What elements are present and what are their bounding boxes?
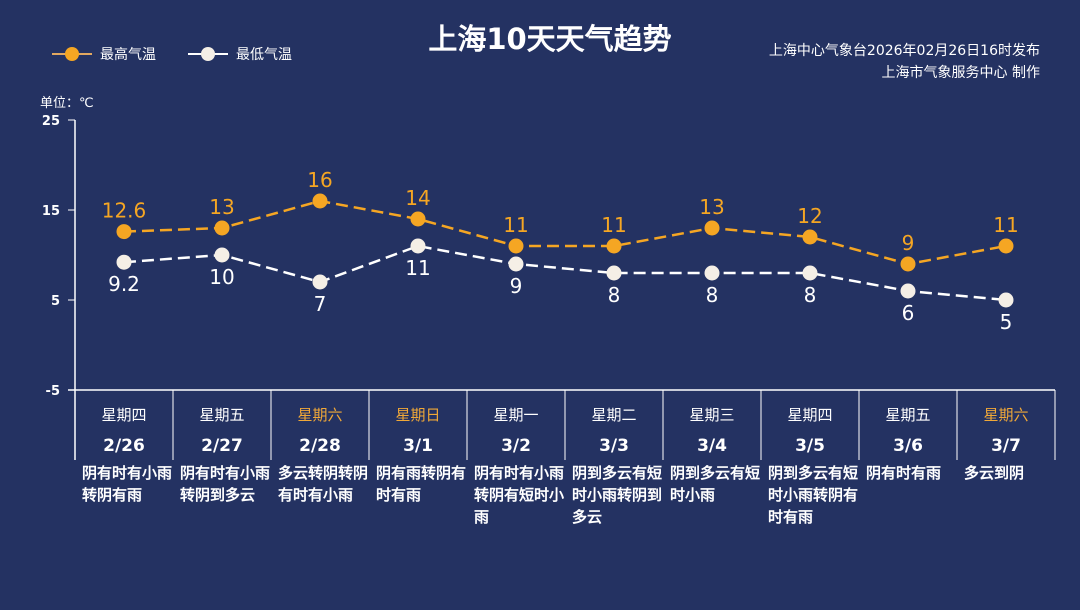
date-label: 3/3	[599, 436, 629, 456]
weekday-label: 星期四	[101, 406, 146, 424]
data-point	[410, 211, 426, 227]
weather-description: 阴有雨转阴有时有雨	[376, 464, 467, 504]
date-label: 3/7	[991, 436, 1021, 456]
data-point	[606, 265, 622, 281]
legend-high-marker	[52, 47, 92, 61]
data-point	[214, 220, 230, 236]
date-label: 2/27	[201, 436, 243, 456]
y-tick-label: -5	[46, 384, 60, 399]
data-point	[116, 224, 132, 240]
data-point	[802, 229, 818, 245]
data-label: 9	[902, 231, 915, 255]
data-label: 16	[307, 168, 332, 192]
data-label: 12	[797, 204, 822, 228]
data-point	[116, 254, 132, 270]
data-point	[802, 265, 818, 281]
weather-description: 阴到多云有短时小雨转阴到多云	[572, 464, 663, 526]
data-point	[508, 238, 524, 254]
source-line-2: 上海市气象服务中心 制作	[881, 65, 1040, 81]
weather-description: 阴有时有小雨转阴有雨	[82, 464, 173, 504]
data-label: 10	[209, 265, 234, 289]
data-label: 8	[608, 283, 621, 307]
y-tick-label: 25	[42, 114, 60, 129]
weekday-label: 星期六	[297, 406, 342, 424]
date-label: 3/1	[403, 436, 433, 456]
y-tick-label: 15	[42, 204, 60, 219]
legend-low-label: 最低气温	[236, 47, 292, 63]
legend: 最高气温 最低气温	[52, 44, 292, 64]
weather-description: 多云到阴	[964, 464, 1025, 482]
weather-description: 阴到多云有短时小雨转阴有时有雨	[768, 464, 859, 526]
weekday-label: 星期五	[199, 406, 244, 424]
data-label: 6	[902, 301, 915, 325]
data-label: 11	[601, 213, 626, 237]
data-label: 8	[706, 283, 719, 307]
series-line-low	[123, 244, 1007, 302]
weather-description: 阴有时有雨	[866, 464, 942, 482]
date-label: 2/26	[103, 436, 145, 456]
data-label: 9.2	[108, 272, 140, 296]
data-label: 11	[503, 213, 528, 237]
data-label: 9	[510, 274, 523, 298]
weather-description: 阴到多云有短时小雨	[670, 464, 761, 504]
chart-title: 上海10天天气趋势	[428, 22, 672, 56]
data-point	[312, 193, 328, 209]
date-label: 3/2	[501, 436, 531, 456]
data-label: 13	[699, 195, 724, 219]
weekday-label: 星期六	[983, 406, 1028, 424]
date-label: 3/6	[893, 436, 923, 456]
data-label: 5	[1000, 310, 1013, 334]
weekday-label: 星期三	[689, 406, 734, 424]
data-point	[312, 274, 328, 290]
unit-label: 单位：℃	[40, 96, 94, 111]
data-point	[214, 247, 230, 263]
data-label: 13	[209, 195, 234, 219]
weather-description: 多云转阴转阴有时有小雨	[278, 464, 369, 504]
data-label: 11	[405, 256, 430, 280]
weekday-label: 星期一	[493, 406, 538, 424]
weekday-label: 星期四	[787, 406, 832, 424]
data-point	[410, 238, 426, 254]
data-point	[998, 292, 1014, 308]
source-info: 上海中心气象台2026年02月26日16时发布 上海市气象服务中心 制作	[769, 40, 1040, 84]
data-label: 7	[314, 292, 327, 316]
data-label: 12.6	[102, 199, 147, 223]
data-label: 8	[804, 283, 817, 307]
data-point	[900, 283, 916, 299]
data-point	[900, 256, 916, 272]
weather-description: 阴有时有小雨转阴到多云	[180, 464, 271, 504]
y-tick-label: 5	[51, 294, 60, 309]
date-label: 3/4	[697, 436, 727, 456]
legend-low-marker	[188, 47, 228, 61]
weekday-label: 星期五	[885, 406, 930, 424]
data-label: 14	[405, 186, 430, 210]
data-label: 11	[993, 213, 1018, 237]
data-point	[508, 256, 524, 272]
weekday-label: 星期日	[395, 406, 440, 424]
weather-description: 阴有时有小雨转阴有短时小雨	[474, 464, 565, 526]
data-point	[704, 265, 720, 281]
data-point	[704, 220, 720, 236]
series-line-high	[123, 199, 1007, 266]
date-label: 2/28	[299, 436, 341, 456]
date-label: 3/5	[795, 436, 825, 456]
weekday-label: 星期二	[591, 406, 636, 424]
data-point	[998, 238, 1014, 254]
data-point	[606, 238, 622, 254]
legend-high-label: 最高气温	[100, 47, 156, 63]
source-line-1: 上海中心气象台2026年02月26日16时发布	[768, 43, 1040, 59]
